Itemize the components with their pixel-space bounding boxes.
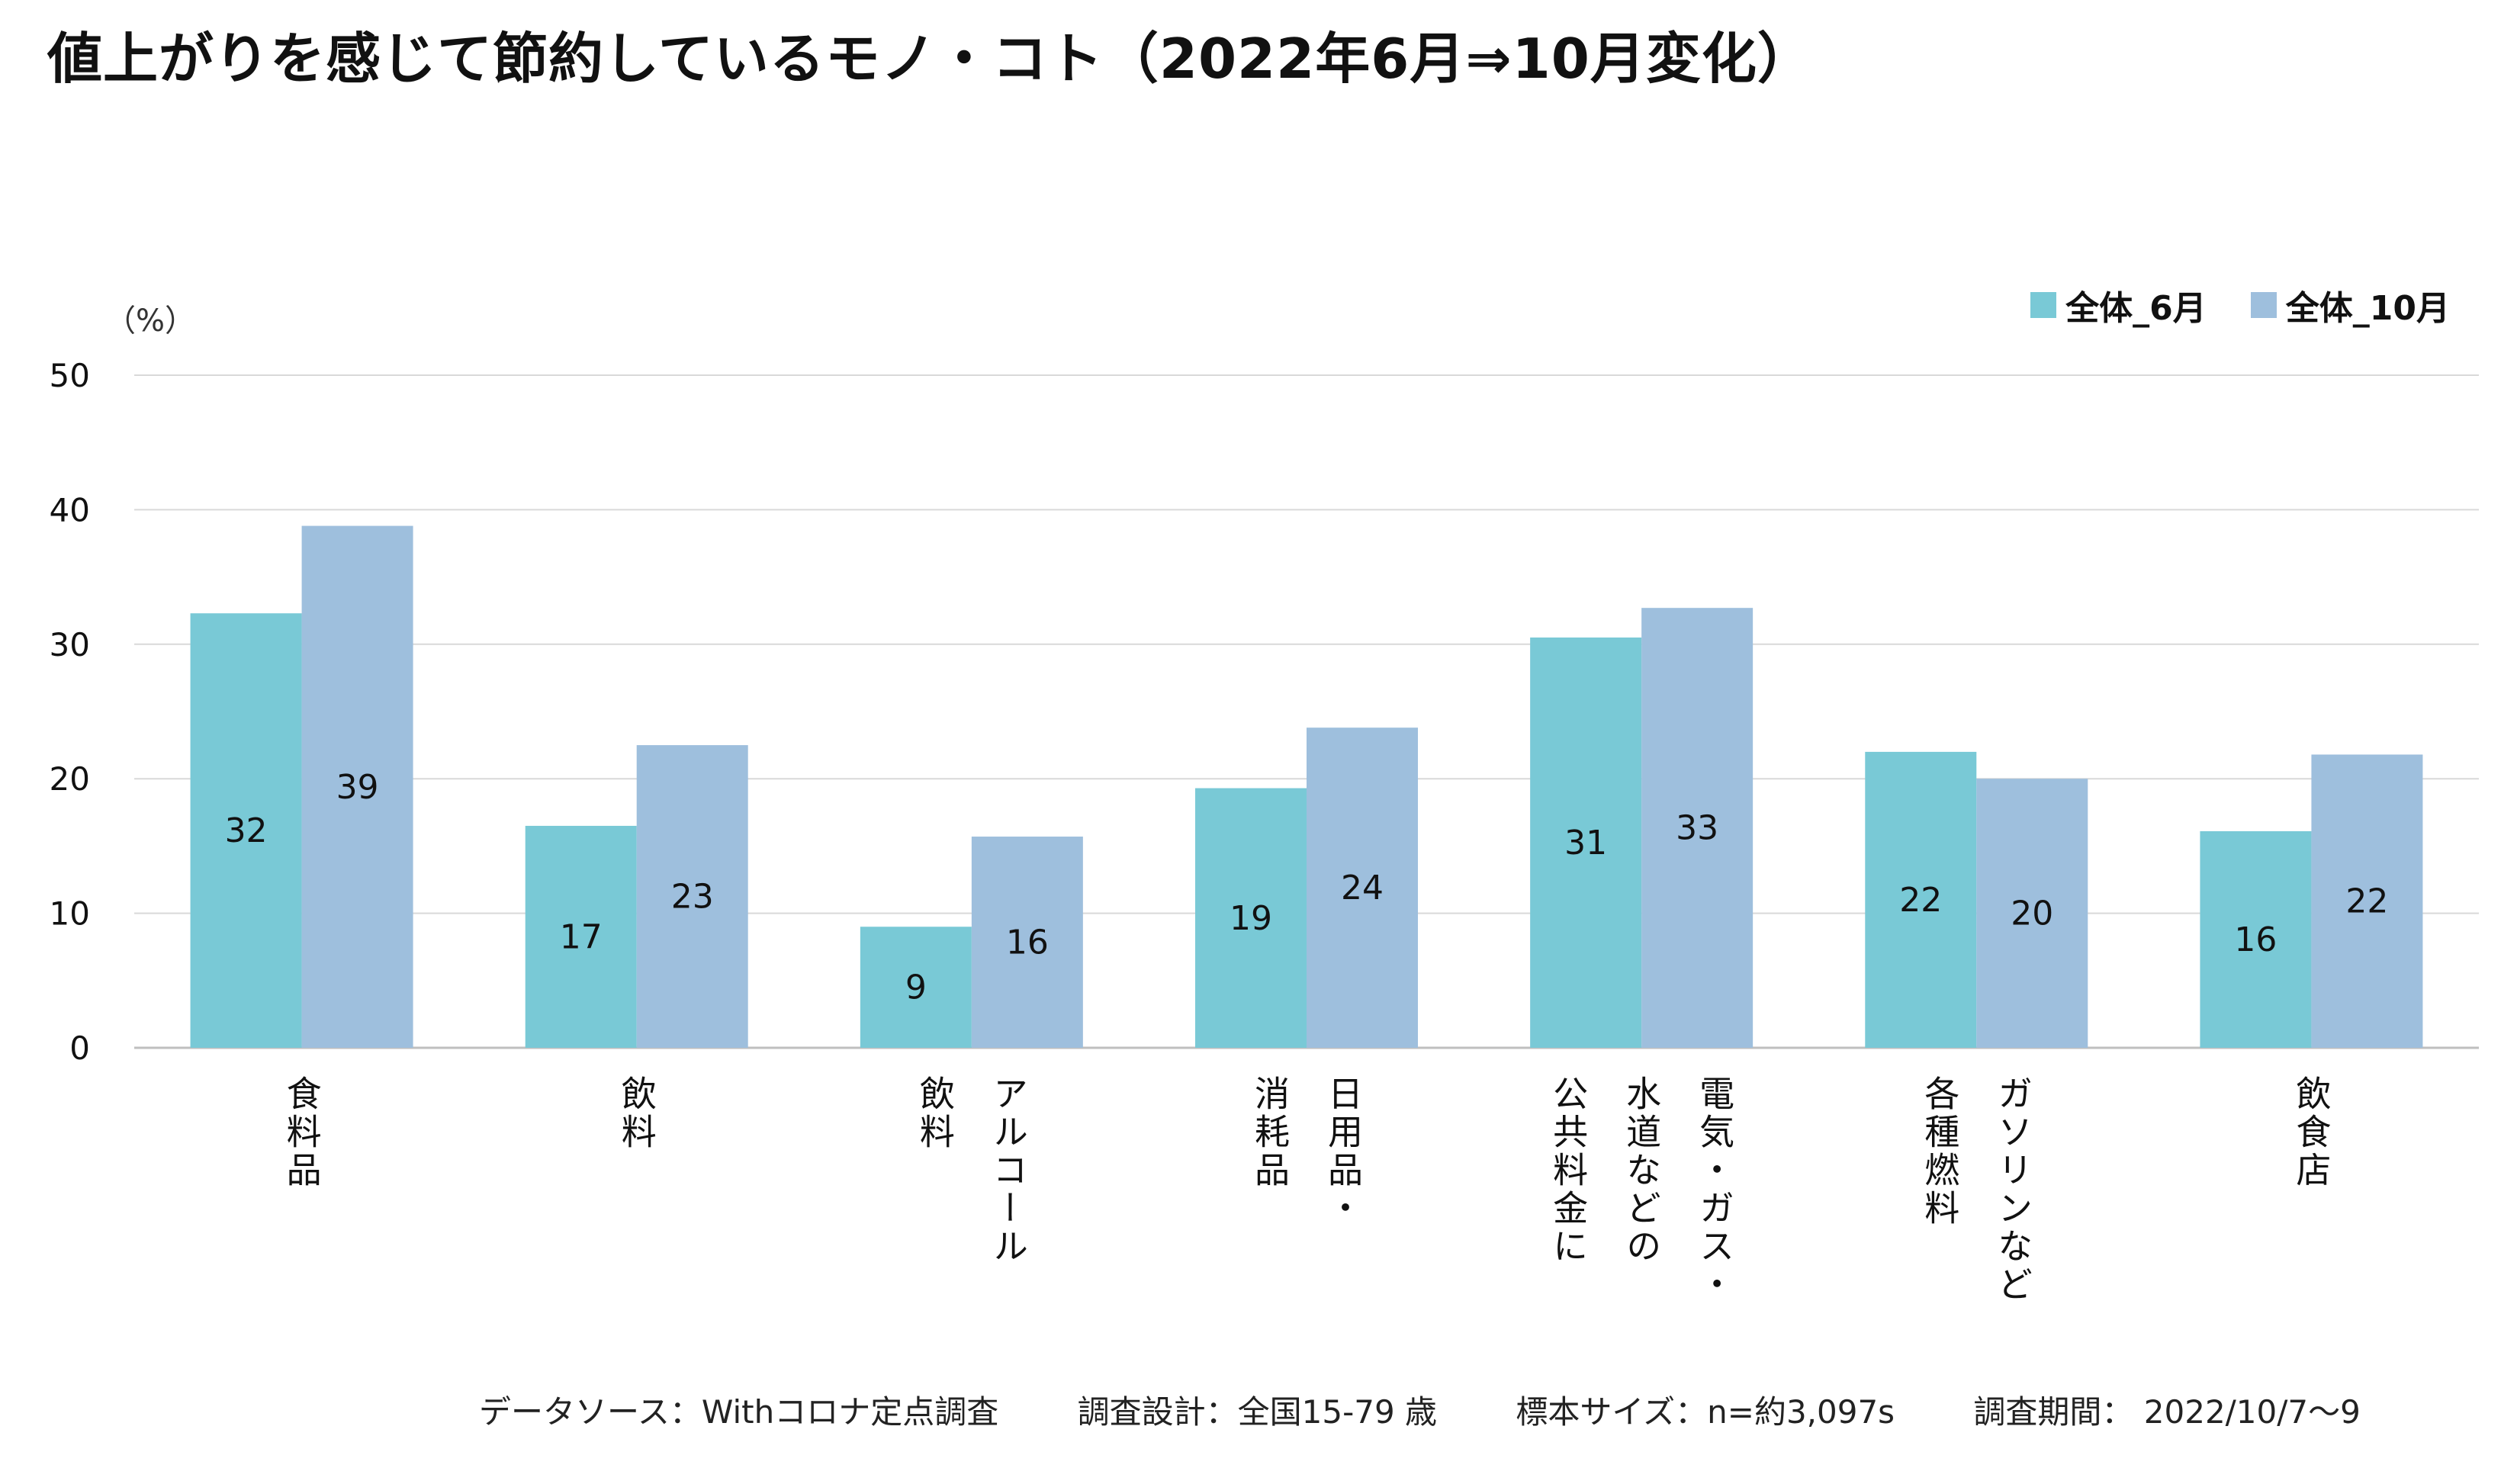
data-label: 9 (905, 968, 927, 1007)
bar (1641, 608, 1754, 1048)
footer-source: データソース：Withコロナ定点調査 (479, 1393, 999, 1431)
category-label: 飲料 (915, 1075, 956, 1152)
category-label: 日用品・ (1323, 1075, 1364, 1228)
y-tick-label: 50 (50, 357, 90, 394)
chart-title: 値上がりを感じて節約しているモノ・コト（2022年6月⇒10月変化） (47, 27, 1813, 91)
bar (2200, 830, 2312, 1048)
y-tick-label: 20 (50, 760, 90, 798)
category-label: 各種燃料 (1919, 1075, 1960, 1228)
footer-design: 調査設計：全国15-79 歳 (1077, 1393, 1438, 1431)
category-label: 飲料 (616, 1075, 657, 1152)
footer: データソース：Withコロナ定点調査 調査設計：全国15-79 歳 標本サイズ：… (479, 1386, 2361, 1433)
bar (301, 525, 413, 1048)
y-tick-label: 40 (50, 491, 90, 528)
legend-swatch-october (2250, 292, 2277, 318)
data-label: 31 (1564, 824, 1607, 862)
data-label: 22 (1899, 881, 1942, 920)
data-label: 39 (336, 768, 379, 807)
bar (971, 837, 1083, 1048)
legend-swatch-june (2030, 292, 2057, 318)
footer-period: 調査期間： 2022/10/7～9 (1973, 1393, 2361, 1431)
y-axis-unit-label: （%） (105, 304, 196, 339)
legend-item-october: 全体_10月 (2250, 281, 2450, 329)
bar (525, 825, 637, 1048)
legend-label-october: 全体_10月 (2285, 289, 2450, 328)
category-label: アルコール (988, 1075, 1029, 1266)
bar (1307, 728, 1418, 1048)
y-tick-label: 10 (50, 895, 90, 933)
data-label: 16 (2234, 920, 2277, 959)
data-label: 22 (2345, 882, 2388, 921)
data-label: 16 (1006, 923, 1049, 962)
legend-label-june: 全体_6月 (2065, 289, 2207, 328)
bar (636, 745, 748, 1048)
data-label: 23 (671, 878, 714, 917)
data-label: 33 (1676, 809, 1718, 848)
bar (1530, 637, 1642, 1048)
bar (190, 613, 302, 1048)
category-label: 食料品 (281, 1075, 323, 1190)
y-tick-label: 0 (69, 1029, 90, 1067)
category-label: 水道などの (1621, 1075, 1662, 1266)
data-label: 19 (1230, 899, 1272, 938)
bar (1195, 788, 1307, 1048)
category-label: 公共料金に (1548, 1075, 1589, 1266)
bar (1976, 779, 2088, 1048)
y-tick-label: 30 (50, 626, 90, 663)
data-label: 20 (2011, 895, 2053, 933)
category-label: 飲食店 (2290, 1075, 2332, 1190)
footer-sample: 標本サイズ：n=約3,097s (1516, 1393, 1895, 1431)
category-label: 消耗品 (1249, 1075, 1291, 1190)
category-label: ガソリンなど (1992, 1075, 2033, 1304)
legend-item-june: 全体_6月 (2030, 281, 2207, 329)
data-label: 32 (225, 811, 268, 850)
legend: 全体_6月 全体_10月 (2030, 281, 2450, 329)
category-label: 電気・ガス・ (1694, 1075, 1735, 1304)
data-label: 24 (1341, 869, 1384, 907)
bar (860, 927, 972, 1048)
bar (2311, 754, 2423, 1048)
data-label: 17 (560, 917, 603, 956)
bar (1865, 751, 1977, 1048)
